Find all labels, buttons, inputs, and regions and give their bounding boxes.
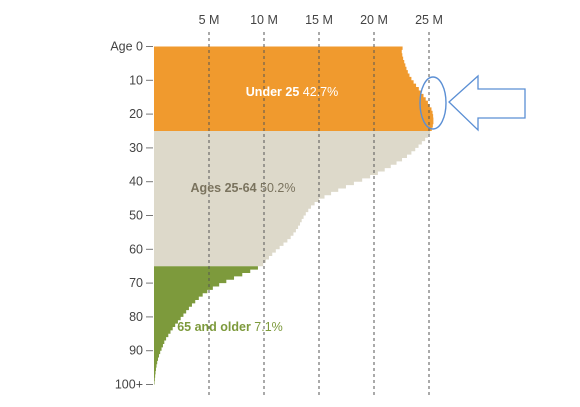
series-areas	[154, 46, 434, 385]
series-area-2	[154, 266, 258, 385]
gridlines	[208, 32, 430, 398]
x-tick-label-2: 15 M	[305, 13, 333, 27]
x-tick-label-3: 20 M	[360, 13, 388, 27]
series-labels: Under 25 42.7% Ages 25-64 50.2% 65 and old…	[177, 85, 338, 334]
y-tick-label-5: 50	[129, 209, 143, 223]
series-label-1: Ages 25-64 50.2%	[191, 181, 296, 195]
y-tick-label-1: 10	[129, 73, 143, 87]
series-label-share-0: 42.7%	[303, 85, 338, 99]
y-tick-label-3: 30	[129, 141, 143, 155]
x-axis-ticks: 5 M 10 M 15 M 20 M 25 M	[199, 13, 443, 27]
series-label-share-1: 50.2%	[260, 181, 295, 195]
series-label-share-2: 7.1%	[254, 320, 283, 334]
series-label-name-1: Ages 25-64	[191, 181, 260, 195]
series-label-2: 65 and older 7.1%	[177, 320, 283, 334]
y-tick-label-7: 70	[129, 276, 143, 290]
x-tick-label-0: 5 M	[199, 13, 220, 27]
highlight-ellipse	[419, 76, 447, 130]
series-area-0	[154, 46, 434, 131]
y-tick-label-10: 100+	[115, 378, 143, 392]
y-axis-ticks: Age 0 10 20 30 40 50 60 70 80 90 100+	[110, 40, 153, 392]
annotations	[419, 74, 526, 132]
y-tick-label-0: Age 0	[110, 40, 143, 54]
y-tick-label-6: 60	[129, 242, 143, 256]
y-tick-label-9: 90	[129, 344, 143, 358]
series-label-name-2: 65 and older	[177, 320, 254, 334]
left-arrow-icon	[448, 74, 526, 132]
y-tick-label-8: 80	[129, 310, 143, 324]
series-label-0: Under 25 42.7%	[246, 85, 338, 99]
series-label-name-0: Under 25	[246, 85, 303, 99]
y-tick-label-4: 40	[129, 175, 143, 189]
x-tick-label-4: 25 M	[415, 13, 443, 27]
x-tick-label-1: 10 M	[250, 13, 278, 27]
y-tick-label-2: 20	[129, 107, 143, 121]
series-area-1	[154, 131, 431, 267]
